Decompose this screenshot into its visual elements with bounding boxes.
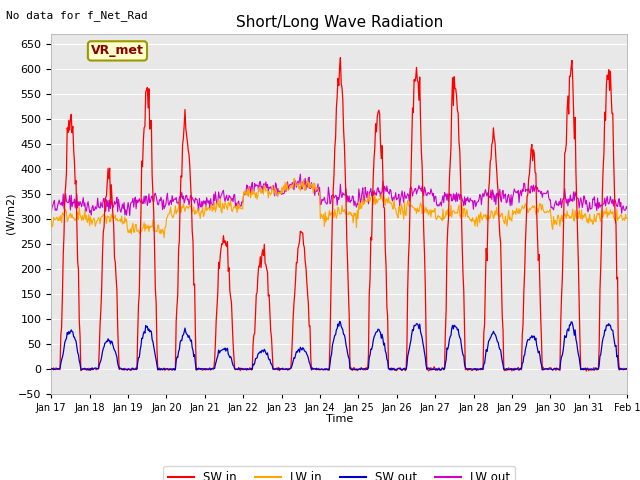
Y-axis label: (W/m2): (W/m2) (5, 193, 15, 234)
Legend: SW in, LW in, SW out, LW out: SW in, LW in, SW out, LW out (163, 466, 515, 480)
Text: No data for f_Net_Rad: No data for f_Net_Rad (6, 10, 148, 21)
Text: VR_met: VR_met (91, 44, 144, 58)
X-axis label: Time: Time (326, 414, 353, 424)
Title: Short/Long Wave Radiation: Short/Long Wave Radiation (236, 15, 443, 30)
